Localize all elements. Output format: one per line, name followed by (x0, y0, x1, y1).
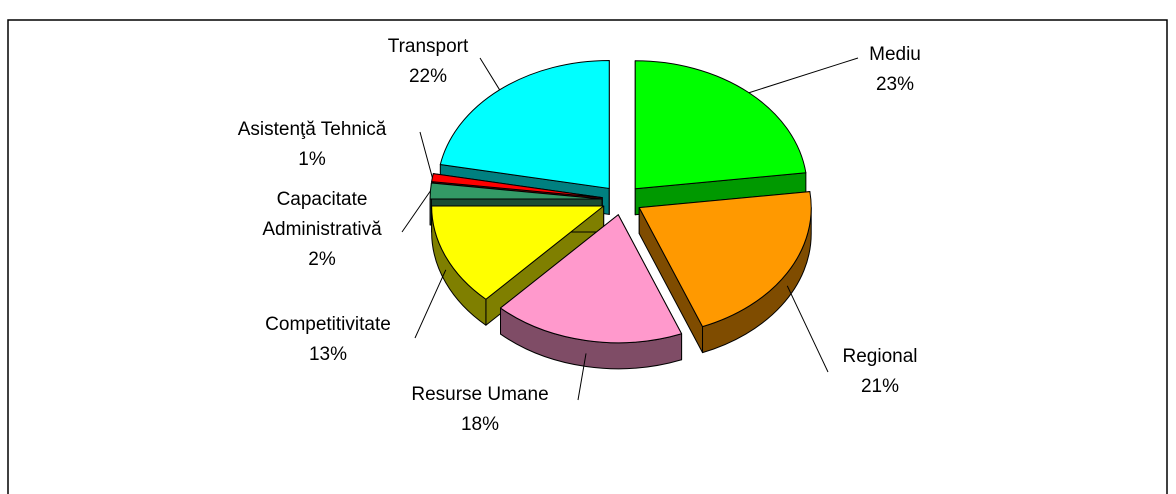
slice-top (431, 173, 603, 199)
leader-line (577, 353, 587, 401)
value-label: 1% (298, 149, 326, 170)
value-label: 2% (308, 249, 336, 270)
value-label: 21% (860, 376, 900, 397)
slice-top (638, 191, 812, 328)
slice-top (431, 205, 605, 300)
value-label: 22% (408, 66, 448, 87)
slice-label: Capacitate Administrativă 2% (232, 185, 412, 275)
pie-slice (500, 214, 683, 370)
slice-label: Mediu 23% (850, 40, 940, 100)
slice-top (634, 60, 807, 190)
leader-line (748, 57, 859, 94)
category-label: Competitivitate (265, 314, 391, 335)
category-label: Regional (842, 346, 918, 367)
category-label: Resurse Umane (411, 384, 549, 405)
slice-label: Resurse Umane 18% (380, 380, 580, 440)
category-label: Capacitate Administrativă (262, 189, 382, 240)
pie-slice (638, 191, 812, 354)
slice-label: Transport 22% (363, 32, 493, 92)
leader-line (786, 285, 829, 373)
leader-line (479, 57, 501, 91)
slice-top (500, 214, 683, 344)
category-label: Asistenţă Tehnică (237, 119, 387, 140)
value-label: 18% (460, 414, 500, 435)
leader-line (401, 190, 431, 233)
value-label: 13% (308, 344, 348, 365)
leader-line (419, 131, 433, 178)
pie-slice (431, 205, 605, 326)
category-label: Mediu (869, 44, 921, 65)
leader-line (414, 269, 447, 339)
value-label: 23% (875, 74, 915, 95)
slice-label: Competitivitate 13% (228, 310, 428, 370)
category-label: Transport (387, 36, 469, 57)
slice-label: Regional 21% (825, 342, 935, 402)
slice-label: Asistenţă Tehnică 1% (202, 115, 422, 175)
